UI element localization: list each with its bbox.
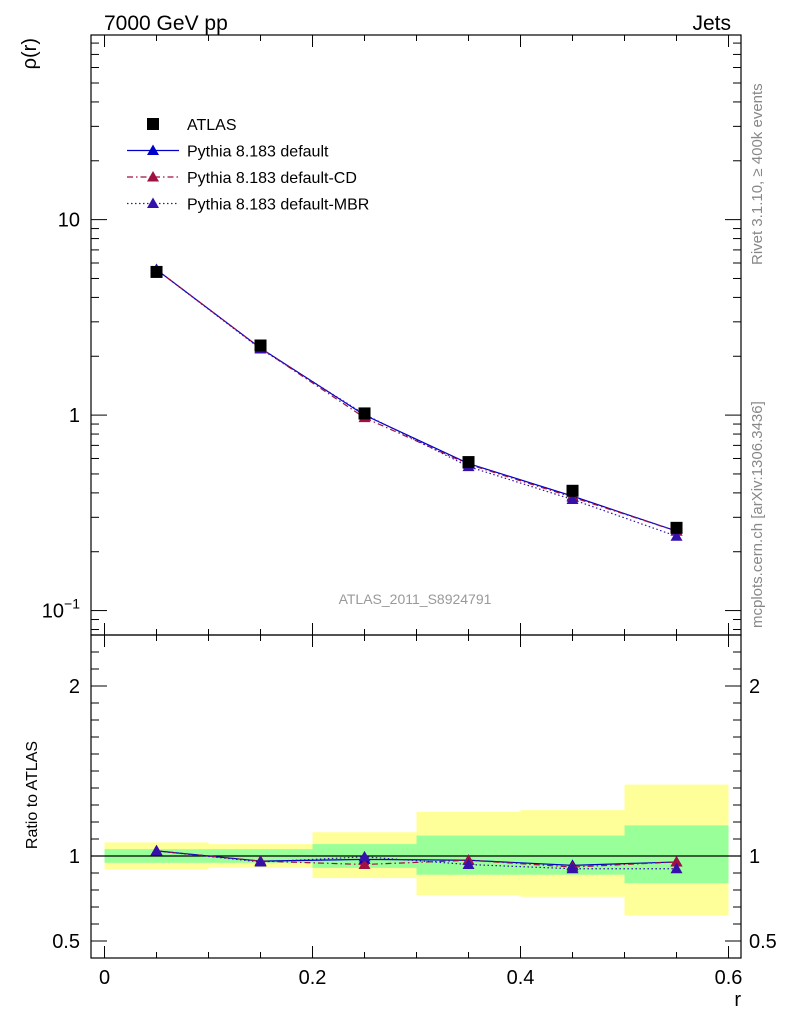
main-line-dashdot <box>156 269 677 532</box>
legend-entry-label: Pythia 8.183 default-MBR <box>187 197 369 214</box>
ratio-marker-dashdot <box>358 858 371 869</box>
ratio-y-tick-label-right: 0.5 <box>749 931 777 953</box>
ratio-marker-dotted <box>566 862 579 874</box>
atlas-data-point <box>254 339 267 352</box>
atlas-data-point <box>462 456 475 469</box>
main-marker-dotted <box>566 493 579 505</box>
ratio-y-axis-label: Ratio to ATLAS <box>24 741 41 849</box>
ratio-marker-dotted <box>150 844 163 856</box>
ratio-line-dashdot <box>156 850 677 868</box>
atlas-data-point <box>150 265 163 278</box>
energy-label: 7000 GeV pp <box>104 12 228 35</box>
process-label: Jets <box>692 12 731 35</box>
legend-entry-label: ATLAS <box>187 117 237 134</box>
atlas-data-point <box>670 521 683 534</box>
main-marker-dotted <box>670 530 683 541</box>
rivet-version-label: Rivet 3.1.10, ≥ 400k events <box>749 83 766 265</box>
legend-marker-dotted <box>147 197 159 208</box>
ratio-marker-dotted <box>462 858 475 869</box>
ratio-y-tick-label: 2 <box>69 676 80 698</box>
ratio-y-tick-label-right: 2 <box>749 676 760 698</box>
ratio-marker-dashdot <box>670 855 683 867</box>
y-tick-label: 10−1 <box>42 596 80 623</box>
ratio-y-tick-label: 1 <box>69 846 80 868</box>
ratio-frame <box>90 634 742 959</box>
legend-marker-solid <box>147 144 159 155</box>
y-axis-label: ρ(r) <box>19 38 41 69</box>
ratio-y-tick-label: 0.5 <box>52 931 80 953</box>
analysis-id-label: ATLAS_2011_S8924791 <box>339 591 492 607</box>
main-line-solid <box>156 269 677 532</box>
x-tick-label: 0.6 <box>715 967 743 989</box>
main-panel: 10−1 1 10 ρ(r) ATLAS_2011_S8924791 ATLAS Pythi… <box>19 34 742 636</box>
legend-marker-dashdot <box>147 171 159 182</box>
main-line-dotted <box>156 269 677 537</box>
legend-entry-label: Pythia 8.183 default <box>187 144 329 161</box>
x-axis-label: r <box>734 989 741 1011</box>
ratio-line-dotted <box>156 850 677 870</box>
ratio-y-tick-label-right: 1 <box>749 846 760 868</box>
x-tick-label: 0.2 <box>299 967 327 989</box>
ratio-line-solid <box>156 850 677 866</box>
mcplots-reference-label: mcplots.cern.ch [arXiv:1306.3436] <box>749 401 766 628</box>
ratio-marker-dotted <box>670 862 683 874</box>
x-tick-label: 0 <box>99 967 110 989</box>
atlas-data-point <box>358 407 371 420</box>
ratio-band-inner <box>624 825 729 884</box>
y-tick-label: 10 <box>58 210 80 232</box>
ratio-marker-dotted <box>358 850 371 862</box>
atlas-data-point <box>566 484 579 497</box>
legend-marker-atlas <box>147 118 159 130</box>
ratio-panel: 0 0.2 0.4 0.6r 0.5 0.5 1 1 2 2 Ratio to ATLAS <box>24 634 777 1011</box>
legend-entry-label: Pythia 8.183 default-CD <box>187 170 357 187</box>
x-tick-label: 0.4 <box>507 967 535 989</box>
ratio-marker-dotted <box>254 855 267 867</box>
y-tick-label: 1 <box>69 405 80 427</box>
